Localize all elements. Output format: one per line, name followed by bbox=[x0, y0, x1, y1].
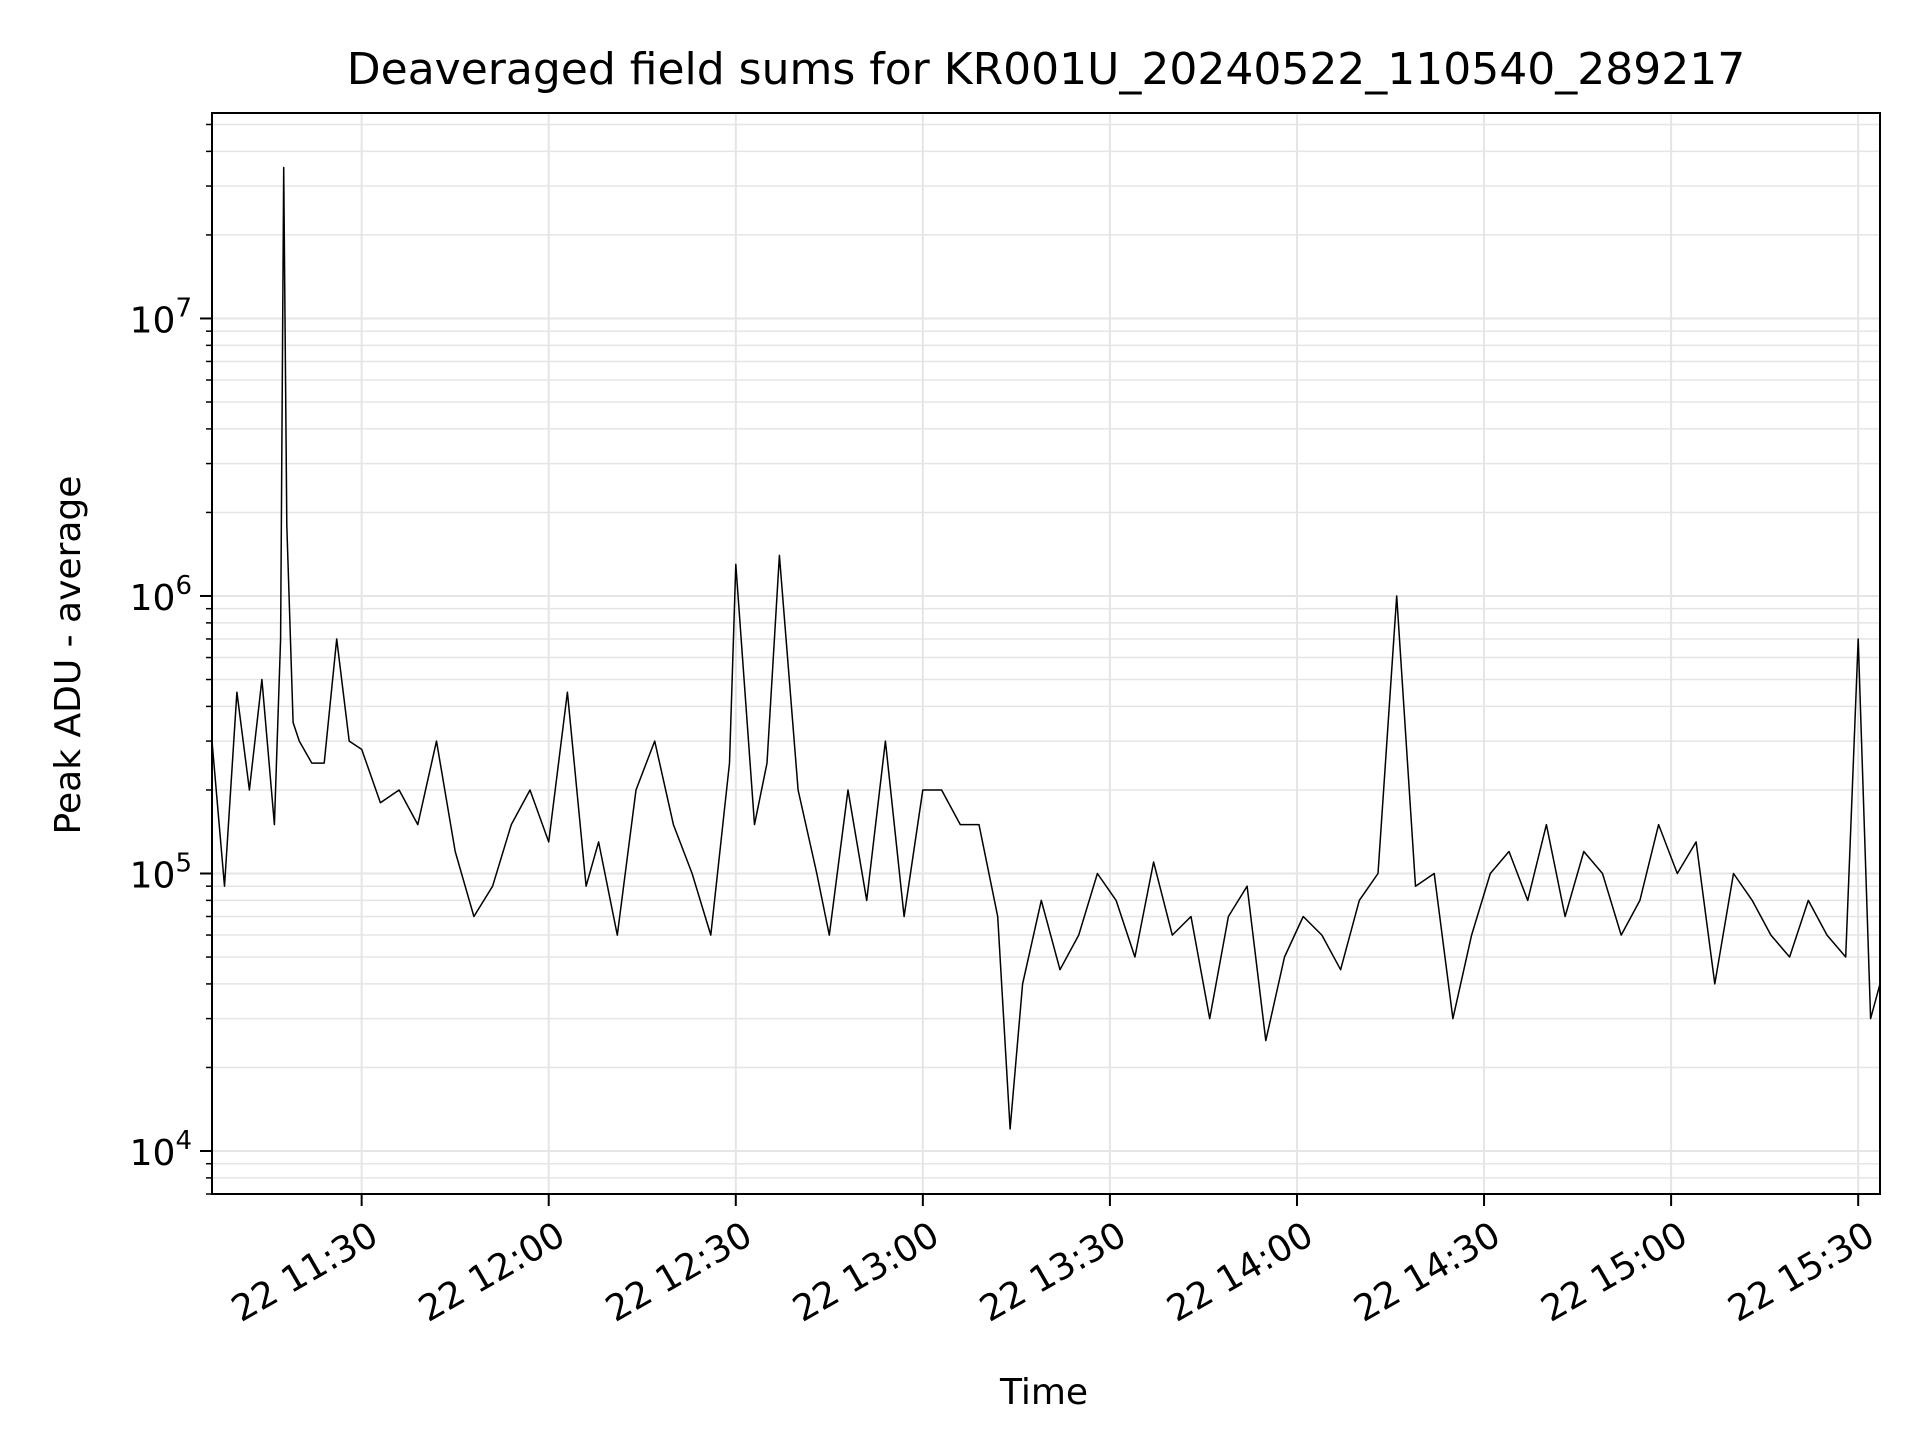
grid-layer bbox=[212, 113, 1880, 1195]
chart-title: Deaveraged field sums for KR001U_2024052… bbox=[347, 44, 1745, 95]
x-tick-label: 22 13:30 bbox=[973, 1214, 1133, 1330]
y-tick-label: 107 bbox=[130, 293, 192, 341]
series-line bbox=[211, 166, 1881, 1130]
x-tick-label: 22 14:00 bbox=[1160, 1214, 1320, 1330]
y-tick-label: 105 bbox=[130, 848, 192, 896]
x-tick-label: 22 12:30 bbox=[599, 1214, 759, 1330]
plot-frame bbox=[211, 112, 1881, 1195]
y-tick-label: 106 bbox=[130, 571, 192, 619]
y-axis-ticks: 104 105 106 107 bbox=[130, 123, 212, 1195]
x-tick-label: 22 15:00 bbox=[1534, 1214, 1694, 1330]
x-tick-label: 22 11:30 bbox=[225, 1214, 385, 1330]
x-tick-label: 22 12:00 bbox=[412, 1214, 572, 1330]
y-tick-label: 104 bbox=[130, 1126, 192, 1174]
x-tick-label: 22 15:30 bbox=[1722, 1214, 1882, 1330]
x-tick-label: 22 14:30 bbox=[1347, 1214, 1507, 1330]
x-tick-label: 22 13:00 bbox=[786, 1214, 946, 1330]
y-axis-label: Peak ADU - average bbox=[48, 476, 89, 835]
x-axis-ticks: 22 11:30 22 12:00 22 12:30 22 13:00 22 13:30… bbox=[225, 1194, 1881, 1330]
x-axis-label: Time bbox=[999, 1372, 1088, 1413]
series-layer bbox=[211, 166, 1881, 1130]
